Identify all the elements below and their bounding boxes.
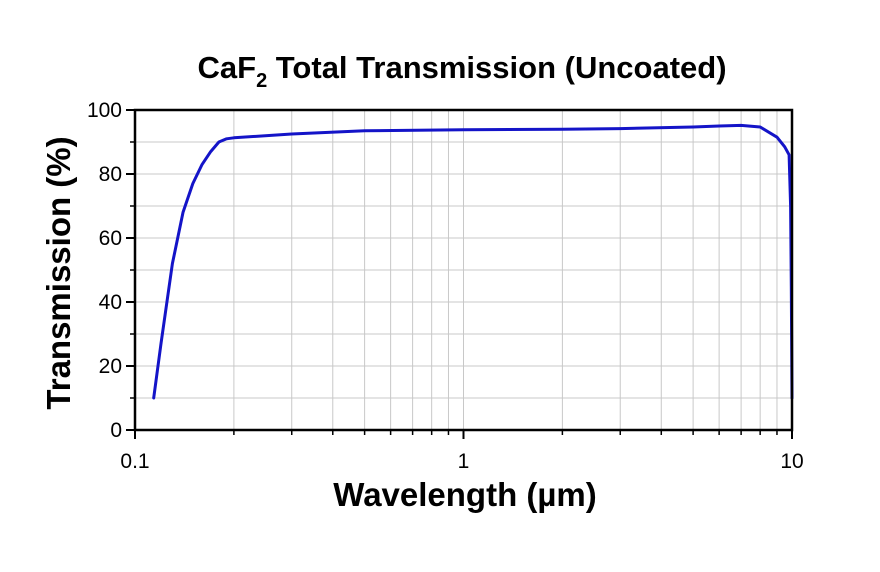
x-axis-label: Wavelength (µm)	[333, 476, 596, 513]
x-tick-label: 10	[780, 450, 803, 473]
y-tick-label: 80	[99, 163, 122, 186]
y-tick-label: 0	[110, 419, 122, 442]
transmission-series-line	[152, 123, 794, 400]
chart-title-subscript: 2	[256, 70, 267, 92]
series-layer	[152, 123, 794, 400]
chart-title-suffix: Total Transmission (Uncoated)	[267, 50, 726, 85]
axis-ticks	[126, 109, 793, 439]
y-axis-label: Transmission (%)	[40, 136, 77, 409]
y-tick-label: 60	[99, 227, 122, 250]
y-tick-label: 20	[99, 355, 122, 378]
x-tick-label: 1	[458, 450, 470, 473]
y-tick-label: 40	[99, 291, 122, 314]
y-tick-label: 100	[87, 99, 122, 122]
x-tick-label: 0.1	[120, 450, 149, 473]
plot-frame	[133, 108, 794, 432]
chart-title: CaF2 Total Transmission (Uncoated)	[197, 50, 726, 92]
grid	[135, 110, 792, 430]
chart-title-prefix: CaF	[197, 50, 256, 85]
